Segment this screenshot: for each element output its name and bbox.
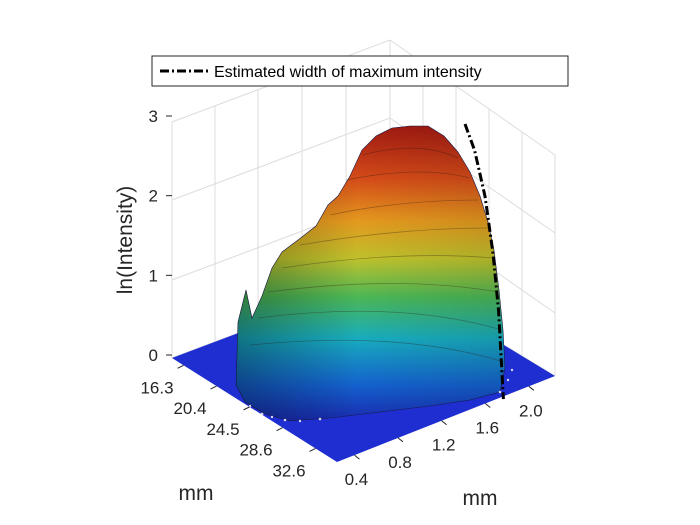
y-tick-mark xyxy=(484,403,491,408)
z-tick-label: 3 xyxy=(149,107,158,126)
legend-box xyxy=(151,55,569,87)
x-tick-mark xyxy=(243,406,250,411)
y-tick-label: 0.4 xyxy=(345,470,369,489)
x-tick-label: 24.5 xyxy=(206,420,239,439)
x-tick-mark xyxy=(309,448,316,452)
x-tick-label: 28.6 xyxy=(239,441,272,460)
y-axis-label: mm xyxy=(463,487,498,510)
surface-shading xyxy=(236,126,505,421)
legend-entry-label: Estimated width of maximum intensity xyxy=(214,64,482,81)
legend: Estimated width of maximum intensity xyxy=(151,55,569,87)
z-axis-ticks: 0 1 2 3 xyxy=(149,107,172,365)
y-tick-label: 1.2 xyxy=(432,436,456,455)
surface-mesh-stripes xyxy=(249,147,505,363)
y-axis-ticks: 0.4 0.8 1.2 1.6 2.0 xyxy=(345,385,543,489)
y-tick-label: 0.8 xyxy=(388,453,412,472)
z-tick-label: 2 xyxy=(149,187,158,206)
y-tick-mark xyxy=(528,385,535,391)
y-tick-label: 1.6 xyxy=(475,419,499,438)
x-tick-label: 32.6 xyxy=(272,461,305,480)
x-tick-label: 20.4 xyxy=(173,399,206,418)
y-tick-mark xyxy=(354,454,360,460)
x-tick-mark xyxy=(276,427,283,432)
z-tick-label: 0 xyxy=(149,346,158,365)
series-estimated-width-line xyxy=(463,123,505,400)
x-axis-label: mm xyxy=(179,482,214,505)
z-axis-label: ln(Intensity) xyxy=(114,186,137,295)
surface-edge-speckle xyxy=(248,368,514,423)
x-tick-mark xyxy=(177,364,184,369)
x-tick-mark xyxy=(210,385,217,390)
x-tick-label: 16.3 xyxy=(140,378,173,397)
z-tick-label: 1 xyxy=(149,266,158,285)
y-tick-label: 2.0 xyxy=(519,401,543,420)
y-tick-mark xyxy=(397,437,404,443)
y-tick-mark xyxy=(441,420,447,426)
surface-plot xyxy=(235,125,514,423)
x-axis-ticks: 16.320.424.528.632.6 xyxy=(140,364,316,480)
